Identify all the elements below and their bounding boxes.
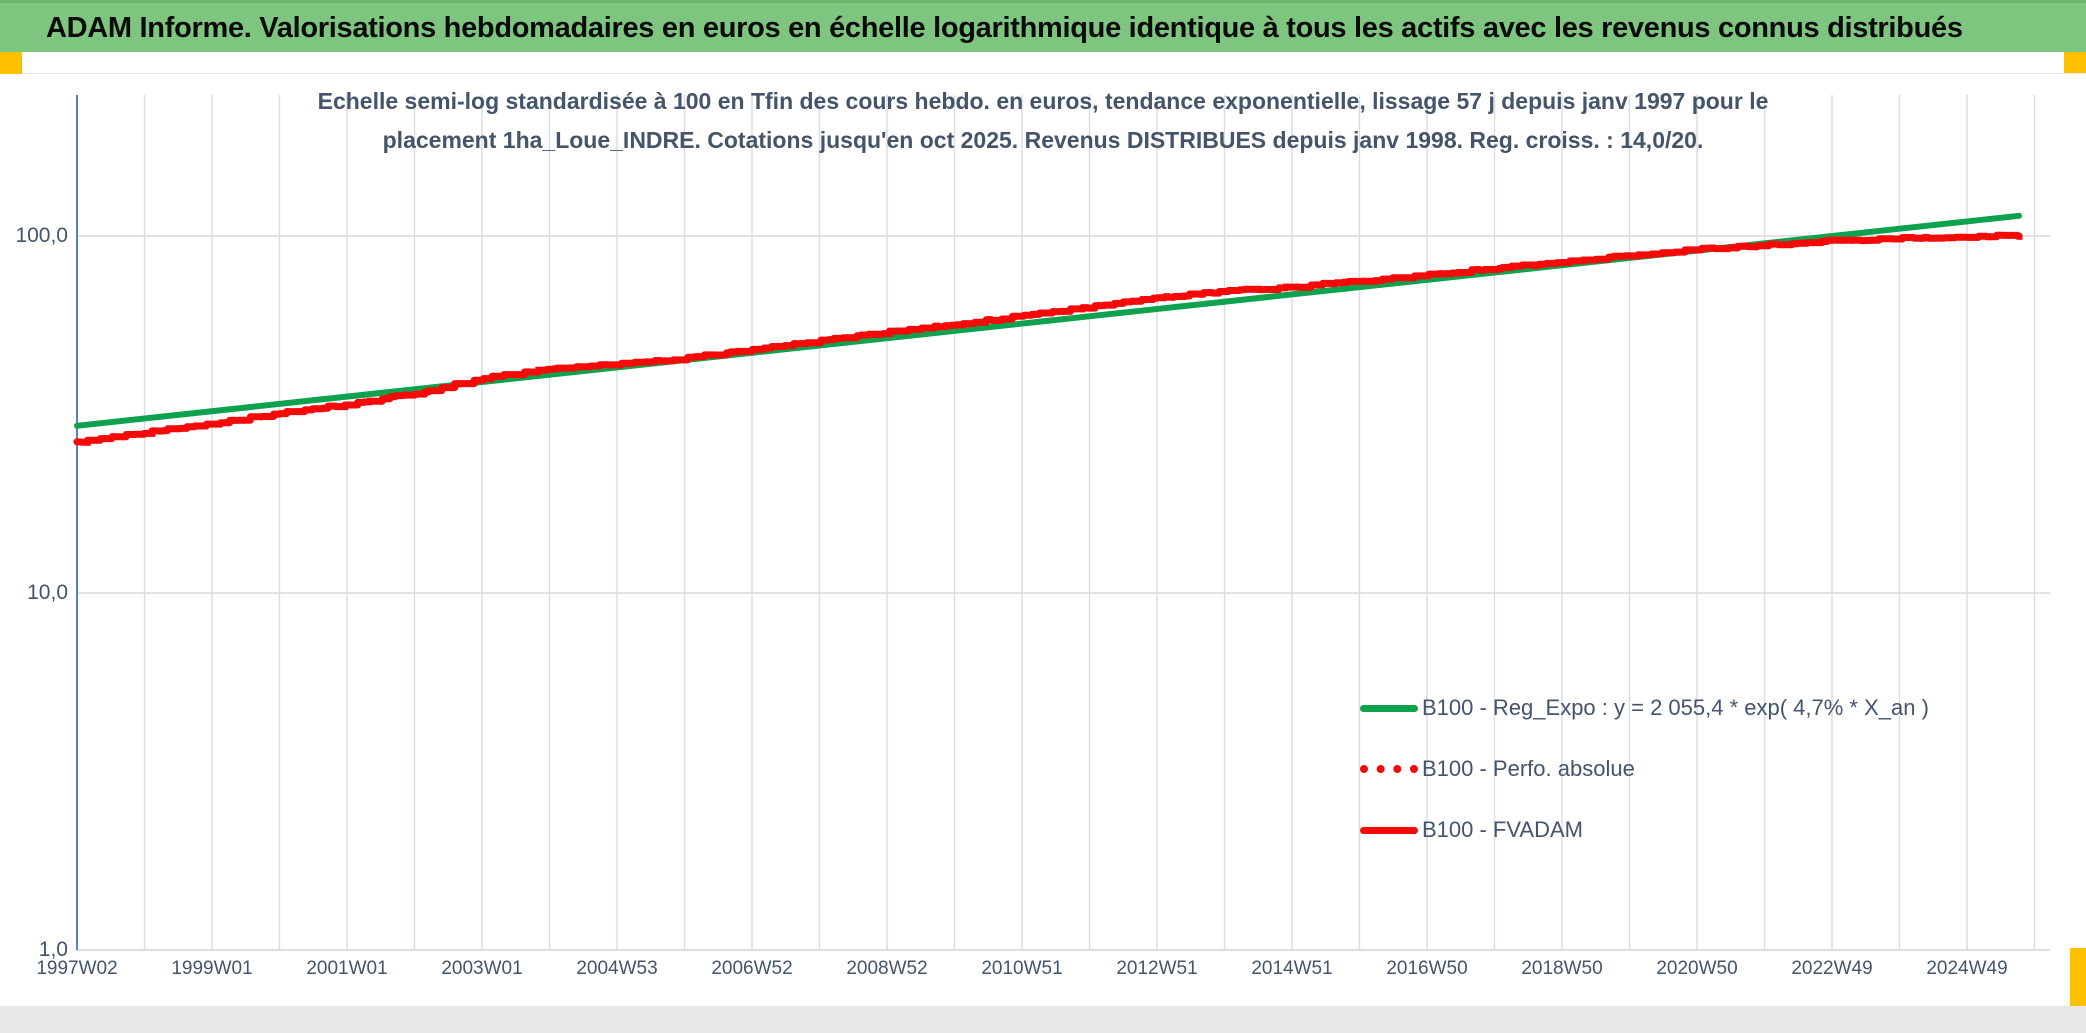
- gold-marker-top-right: [2064, 52, 2086, 74]
- gold-marker-bottom-right: [2070, 948, 2086, 1006]
- gold-marker-top-left: [0, 52, 22, 74]
- series-fvadam-line: [73, 231, 2023, 446]
- x-tick-label: 2003W01: [441, 958, 523, 979]
- page-title: ADAM Informe. Valorisations hebdomadaire…: [0, 0, 2086, 52]
- series-perfo-absolue-line: [73, 231, 2023, 446]
- x-tick-label: 1997W02: [36, 958, 118, 979]
- x-tick-label: 2024W49: [1926, 958, 2008, 979]
- legend-label: B100 - Reg_Expo : y = 2 055,4 * exp( 4,7…: [1422, 695, 1929, 720]
- legend-swatch-green-line: [1360, 704, 1418, 712]
- x-tick-label: 2006W52: [711, 958, 793, 979]
- x-tick-label: 2012W51: [1116, 958, 1198, 979]
- x-tick-label: 2010W51: [981, 958, 1063, 979]
- y-tick-label: 10,0: [27, 581, 68, 604]
- x-tick-label: 2018W50: [1521, 958, 1603, 979]
- legend-label: B100 - Perfo. absolue: [1422, 756, 1635, 781]
- chart-legend: B100 - Reg_Expo : y = 2 055,4 * exp( 4,7…: [1360, 694, 1929, 877]
- x-tick-label: 2004W53: [576, 958, 658, 979]
- legend-swatch-red-line: [1360, 826, 1418, 834]
- bottom-gray-strip: [0, 1006, 2086, 1033]
- x-tick-label: 2008W52: [846, 958, 928, 979]
- legend-item-perfo-absolue: B100 - Perfo. absolue: [1360, 755, 1929, 783]
- header-divider: [22, 73, 2086, 74]
- x-tick-label: 2022W49: [1791, 958, 1873, 979]
- x-tick-label: 1999W01: [171, 958, 253, 979]
- x-tick-label: 2016W50: [1386, 958, 1468, 979]
- x-tick-label: 2020W50: [1656, 958, 1738, 979]
- legend-item-fvadam: B100 - FVADAM: [1360, 816, 1929, 844]
- y-tick-label: 1,0: [38, 938, 68, 961]
- legend-label: B100 - FVADAM: [1422, 817, 1583, 842]
- x-tick-label: 2001W01: [306, 958, 388, 979]
- y-tick-label: 100,0: [15, 224, 68, 247]
- legend-swatch-red-dotted: [1360, 765, 1418, 773]
- x-tick-label: 2014W51: [1251, 958, 1333, 979]
- legend-item-reg-expo: B100 - Reg_Expo : y = 2 055,4 * exp( 4,7…: [1360, 694, 1929, 722]
